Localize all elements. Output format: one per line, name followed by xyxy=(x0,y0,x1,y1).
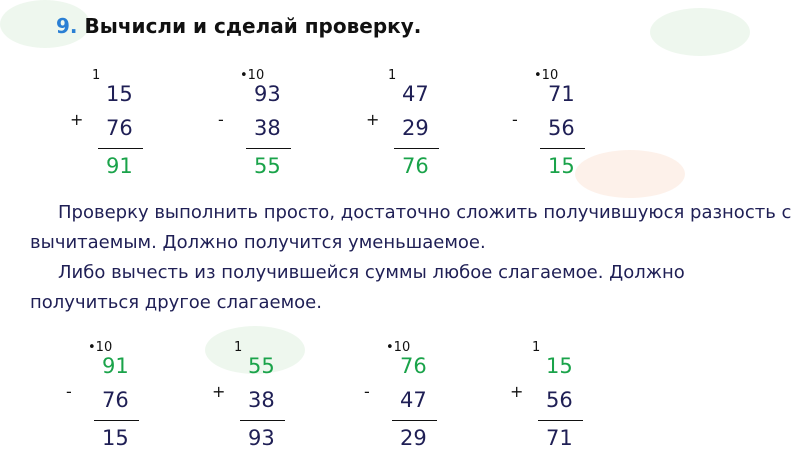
result-value: 55 xyxy=(254,154,281,178)
operand-bottom: 47 xyxy=(400,388,427,412)
explanation-line: Проверку выполнить просто, достаточно сл… xyxy=(58,202,792,223)
operand-bottom: 56 xyxy=(546,388,573,412)
result-value: 15 xyxy=(102,426,129,450)
calc-column: 1 + 15 76 91 xyxy=(70,68,160,182)
task-number: 9 xyxy=(56,14,70,38)
carry-mark: 1 xyxy=(92,68,101,83)
sum-line xyxy=(98,148,143,149)
operator-sign: - xyxy=(364,382,370,401)
operand-bottom: 29 xyxy=(402,116,429,140)
sum-line xyxy=(246,148,291,149)
operand-top: 91 xyxy=(102,354,129,378)
carry-mark: 1 xyxy=(532,340,541,355)
operator-sign: + xyxy=(212,382,226,401)
calc-column: •10 - 93 38 55 xyxy=(218,68,308,182)
carry-mark: 1 xyxy=(388,68,397,83)
calc-column: 1 + 55 38 93 xyxy=(212,340,302,454)
sum-line xyxy=(540,148,585,149)
task-title-end: . xyxy=(413,14,422,38)
operand-bottom: 76 xyxy=(102,388,129,412)
watermark-bubble xyxy=(575,150,685,198)
calc-column: 1 + 47 29 76 xyxy=(366,68,456,182)
sum-line xyxy=(240,420,285,421)
operand-top: 47 xyxy=(402,82,429,106)
explanation-line: получиться другое слагаемое. xyxy=(30,292,322,313)
operand-top: 15 xyxy=(546,354,573,378)
operand-bottom: 76 xyxy=(106,116,133,140)
carry-mark: •10 xyxy=(534,68,559,83)
sum-line xyxy=(392,420,437,421)
operand-top: 93 xyxy=(254,82,281,106)
watermark-bubble xyxy=(205,326,305,374)
sum-line xyxy=(538,420,583,421)
sum-line xyxy=(94,420,139,421)
watermark-bubble xyxy=(650,8,750,56)
operator-sign: - xyxy=(218,110,224,129)
result-value: 15 xyxy=(548,154,575,178)
task-number-dot: . xyxy=(69,14,78,38)
operator-sign: + xyxy=(366,110,380,129)
operand-bottom: 38 xyxy=(248,388,275,412)
calc-column: •10 - 76 47 29 xyxy=(364,340,454,454)
result-value: 91 xyxy=(106,154,133,178)
explanation-line: вычитаемым. Должно получится уменьшаемое… xyxy=(30,232,486,253)
operator-sign: - xyxy=(66,382,72,401)
carry-mark: •10 xyxy=(88,340,113,355)
carry-mark: •10 xyxy=(386,340,411,355)
result-value: 76 xyxy=(402,154,429,178)
operator-sign: + xyxy=(70,110,84,129)
result-value: 29 xyxy=(400,426,427,450)
calc-column: •10 - 71 56 15 xyxy=(512,68,602,182)
explanation-line: Либо вычесть из получившейся суммы любое… xyxy=(58,262,685,283)
sum-line xyxy=(394,148,439,149)
watermark-bubble xyxy=(0,0,90,48)
operator-sign: - xyxy=(512,110,518,129)
operand-top: 71 xyxy=(548,82,575,106)
task-title: 9. Вычисли и сделай проверку. xyxy=(56,14,421,38)
carry-mark: •10 xyxy=(240,68,265,83)
operand-top: 76 xyxy=(400,354,427,378)
operand-top: 15 xyxy=(106,82,133,106)
carry-mark: 1 xyxy=(234,340,243,355)
operand-top: 55 xyxy=(248,354,275,378)
operand-bottom: 38 xyxy=(254,116,281,140)
operator-sign: + xyxy=(510,382,524,401)
result-value: 71 xyxy=(546,426,573,450)
calc-column: •10 - 91 76 15 xyxy=(66,340,156,454)
result-value: 93 xyxy=(248,426,275,450)
operand-bottom: 56 xyxy=(548,116,575,140)
task-title-text: Вычисли и сделай проверку xyxy=(84,14,414,38)
calc-column: 1 + 15 56 71 xyxy=(510,340,600,454)
